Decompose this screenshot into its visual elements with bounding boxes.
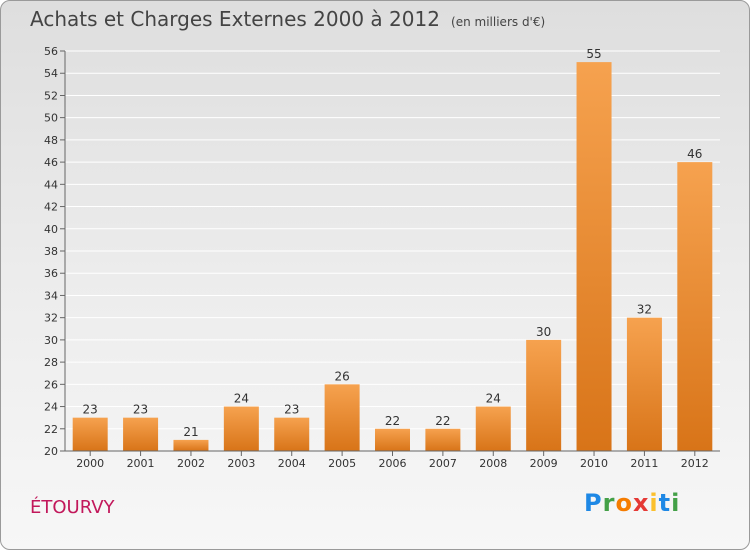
y-tick-label: 24 (44, 401, 58, 414)
y-tick-label: 48 (44, 134, 58, 147)
y-tick-label: 28 (44, 356, 58, 369)
x-tick-label: 2006 (379, 457, 407, 470)
data-label: 46 (687, 147, 702, 161)
proxiti-logo[interactable]: Proxiti (584, 489, 680, 517)
y-tick-label: 54 (44, 67, 58, 80)
bar (173, 439, 209, 451)
y-tick-label: 34 (44, 289, 58, 302)
y-tick-label: 20 (44, 445, 58, 458)
town-name: ÉTOURVY (30, 497, 115, 518)
y-tick-label: 44 (44, 178, 58, 191)
logo-letter: i (671, 489, 681, 517)
y-tick-label: 52 (44, 89, 58, 102)
grid-lines (65, 50, 720, 452)
bar (375, 428, 410, 451)
bar (324, 384, 360, 451)
data-label: 21 (183, 425, 198, 439)
bar (223, 406, 259, 451)
data-labels: 23 23 21 24 23 26 22 22 24 30 55 32 46 (83, 47, 703, 439)
bar (526, 339, 562, 451)
bar (425, 428, 461, 451)
x-tick-label: 2001 (127, 457, 155, 470)
data-label: 22 (435, 414, 450, 428)
x-tick-label: 2009 (530, 457, 558, 470)
data-label: 24 (234, 392, 249, 406)
x-tick-label: 2003 (227, 457, 255, 470)
bar (576, 62, 612, 451)
y-tick-label: 26 (44, 378, 58, 391)
y-tick-label: 40 (44, 223, 58, 236)
data-label: 23 (284, 403, 299, 417)
y-tick-label: 42 (44, 201, 58, 214)
data-label: 22 (385, 414, 400, 428)
logo-letter: o (615, 489, 633, 517)
bar (475, 406, 511, 451)
data-label: 23 (83, 403, 98, 417)
bar (677, 162, 713, 451)
bar (123, 417, 159, 451)
x-tick-label: 2002 (177, 457, 205, 470)
data-label: 32 (637, 303, 652, 317)
y-tick-label: 50 (44, 112, 58, 125)
data-label: 23 (133, 403, 148, 417)
y-tick-label: 36 (44, 267, 58, 280)
x-tick-label: 2005 (328, 457, 356, 470)
y-tick-label: 46 (44, 156, 58, 169)
x-tick-label: 2012 (681, 457, 709, 470)
unit-note: (en milliers d'€) (451, 15, 546, 29)
y-tick-label: 32 (44, 312, 58, 325)
logo-letter: i (649, 489, 659, 517)
title-text: Achats et Charges Externes 2000 à 2012 (30, 7, 440, 31)
x-tick-label: 2008 (479, 457, 507, 470)
y-tick-label: 30 (44, 334, 58, 347)
chart-title: Achats et Charges Externes 2000 à 2012 (… (30, 7, 545, 31)
x-tick-label: 2004 (278, 457, 306, 470)
logo-letter: x (632, 489, 650, 517)
logo-letter: t (658, 489, 672, 517)
data-label: 24 (486, 392, 501, 406)
x-tick-label: 2000 (76, 457, 104, 470)
logo-letter: r (602, 489, 616, 517)
y-tick-label: 22 (44, 423, 58, 436)
data-label: 30 (536, 325, 551, 339)
data-label: 26 (334, 369, 349, 383)
axes: 20 22 24 26 28 30 32 34 36 38 40 42 44 46 48 50 52 54 56 20… (44, 45, 720, 470)
bar (72, 417, 108, 451)
x-tick-label: 2010 (580, 457, 608, 470)
bars (72, 62, 713, 451)
bar (626, 317, 662, 451)
y-tick-label: 56 (44, 45, 58, 58)
bar (274, 417, 310, 451)
x-tick-label: 2007 (429, 457, 457, 470)
data-label: 55 (586, 47, 601, 61)
x-tick-label: 2011 (630, 457, 658, 470)
y-tick-label: 38 (44, 245, 58, 258)
logo-letter: P (584, 489, 603, 517)
